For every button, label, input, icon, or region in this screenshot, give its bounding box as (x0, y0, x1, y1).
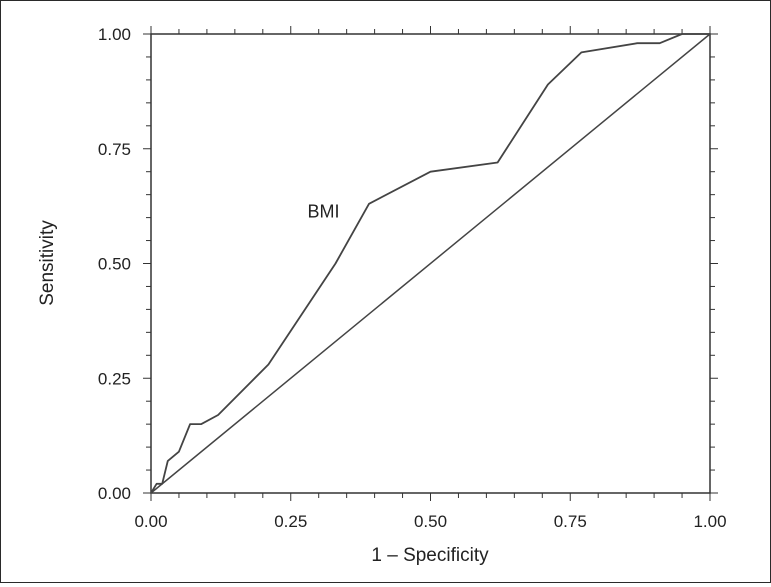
reference-diagonal-line (150, 33, 711, 494)
series-layer (150, 33, 711, 494)
y-tick-label: 0.50 (98, 255, 131, 274)
x-tick-label: 0.50 (414, 512, 447, 531)
x-axis-title: 1 – Specificity (371, 545, 489, 566)
y-axis-title: Sensitivity (37, 220, 58, 306)
annotation-bmi: BMI (308, 202, 340, 222)
axis-ticks (143, 26, 718, 501)
y-tick-label: 0.25 (98, 369, 131, 388)
series-line-bmi (150, 33, 710, 494)
y-tick-label: 1.00 (98, 25, 131, 44)
x-tick-label: 0.25 (274, 512, 307, 531)
y-tick-label: 0.00 (98, 484, 131, 503)
x-tick-label: 0.00 (134, 512, 167, 531)
y-tick-label: 0.75 (98, 140, 131, 159)
x-tick-label: 1.00 (693, 512, 726, 531)
x-tick-label: 0.75 (554, 512, 587, 531)
tick-labels: 0.00 0.25 0.50 0.75 1.00 0.00 0.25 0.50 0.75 1.00 (98, 25, 727, 531)
